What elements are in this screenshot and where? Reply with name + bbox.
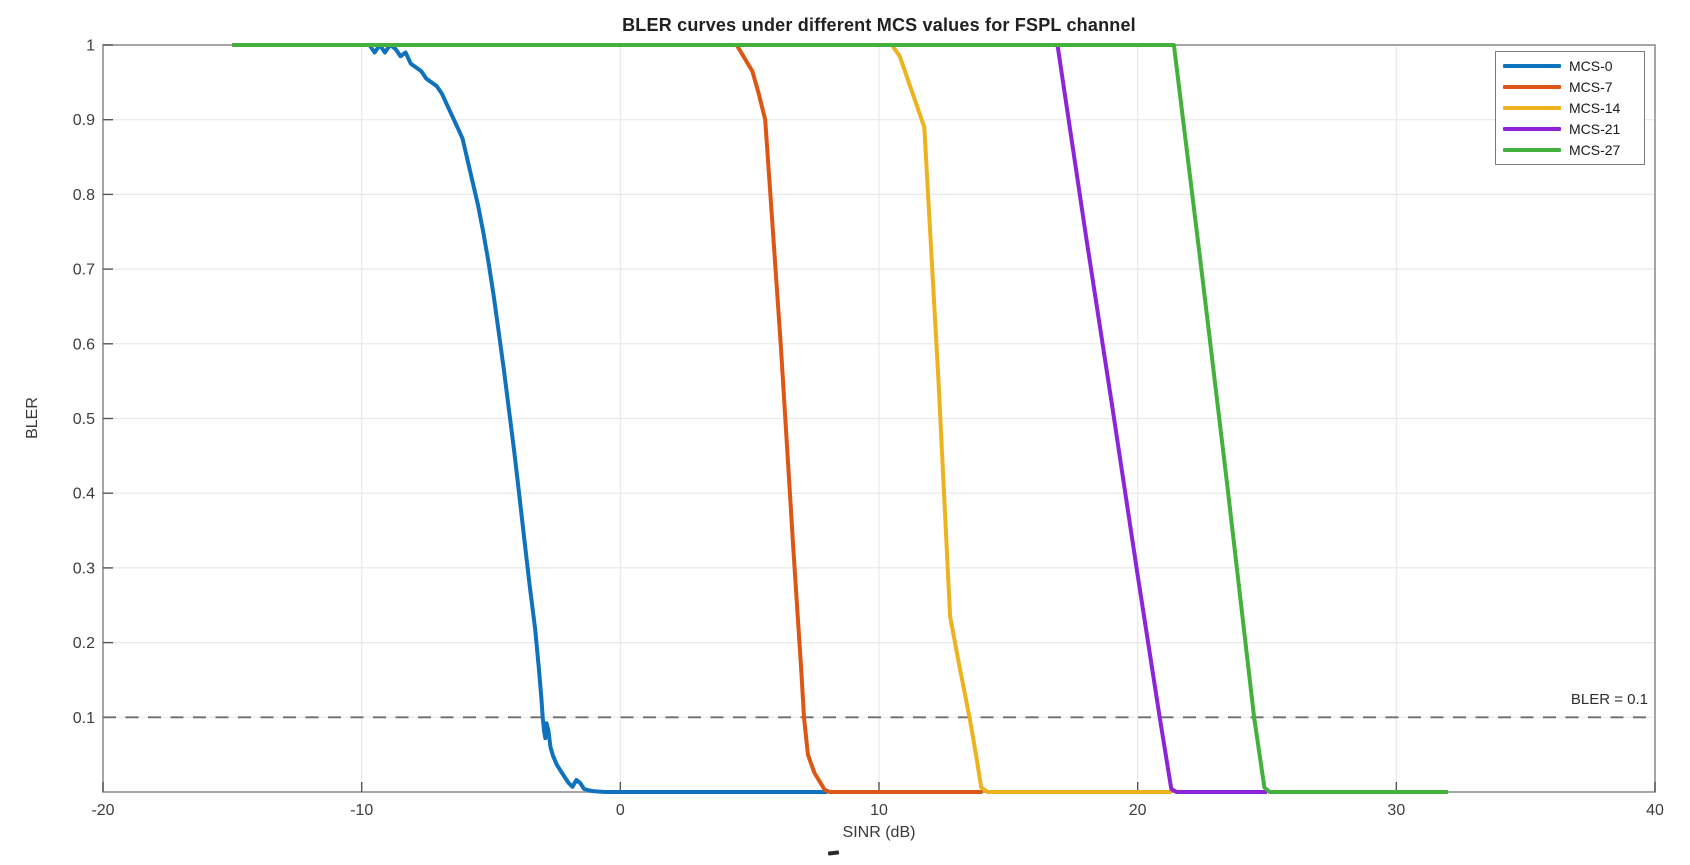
legend-line-mcs-27 [1503, 148, 1561, 153]
legend-label-mcs-7: MCS-7 [1569, 78, 1613, 95]
y-axis-label: BLER [24, 397, 41, 439]
y-tick-label: 0.8 [73, 187, 95, 204]
x-tick-label: 30 [1387, 802, 1405, 819]
x-tick-label: 0 [616, 802, 625, 819]
x-tick-label: 10 [870, 802, 888, 819]
legend-line-mcs-7 [1503, 84, 1561, 89]
x-tick-label: 40 [1646, 802, 1664, 819]
x-tick-label: 20 [1129, 802, 1147, 819]
legend-line-mcs-14 [1503, 105, 1561, 110]
y-tick-label: 0.6 [73, 336, 95, 353]
y-tick-label: 0.3 [73, 560, 95, 577]
legend-label-mcs-21: MCS-21 [1569, 121, 1621, 138]
y-tick-label: 0.4 [73, 486, 95, 503]
curve-mcs-21 [232, 43, 1267, 794]
y-tick-label: 0.1 [73, 710, 95, 727]
curve-mcs-14 [232, 43, 1172, 794]
legend-line-mcs-21 [1503, 127, 1561, 132]
x-tick-label: -20 [91, 802, 114, 819]
legend-entry-mcs-27: MCS-27 [1496, 141, 1644, 159]
legend-box: MCS-0 MCS-7 MCS-14 MCS-21 MCS-27 [1495, 51, 1645, 165]
x-axis-label: SINR (dB) [842, 824, 916, 841]
y-tick-label: 0.5 [73, 411, 95, 428]
legend-entry-mcs-21: MCS-21 [1496, 120, 1644, 138]
legend-line-mcs-0 [1503, 63, 1561, 68]
threshold-annotation: BLER = 0.1 [1570, 691, 1648, 708]
y-tick-label: 0.7 [73, 262, 95, 279]
curve-mcs-7 [232, 43, 983, 794]
y-tick-label: 1 [86, 38, 95, 55]
y-tick-label: 0.9 [73, 112, 95, 129]
curve-mcs-27 [232, 43, 1449, 794]
curve-mcs-0 [232, 43, 828, 794]
legend-label-mcs-14: MCS-14 [1569, 99, 1621, 116]
legend-label-mcs-27: MCS-27 [1569, 142, 1621, 159]
legend-entry-mcs-0: MCS-0 [1496, 57, 1644, 75]
y-tick-label: 0.2 [73, 635, 95, 652]
legend-label-mcs-0: MCS-0 [1569, 57, 1613, 74]
legend-entry-mcs-14: MCS-14 [1496, 99, 1644, 117]
legend-entry-mcs-7: MCS-7 [1496, 78, 1644, 96]
x-tick-label: -10 [350, 802, 373, 819]
chart-title: BLER curves under different MCS values f… [622, 15, 1136, 35]
